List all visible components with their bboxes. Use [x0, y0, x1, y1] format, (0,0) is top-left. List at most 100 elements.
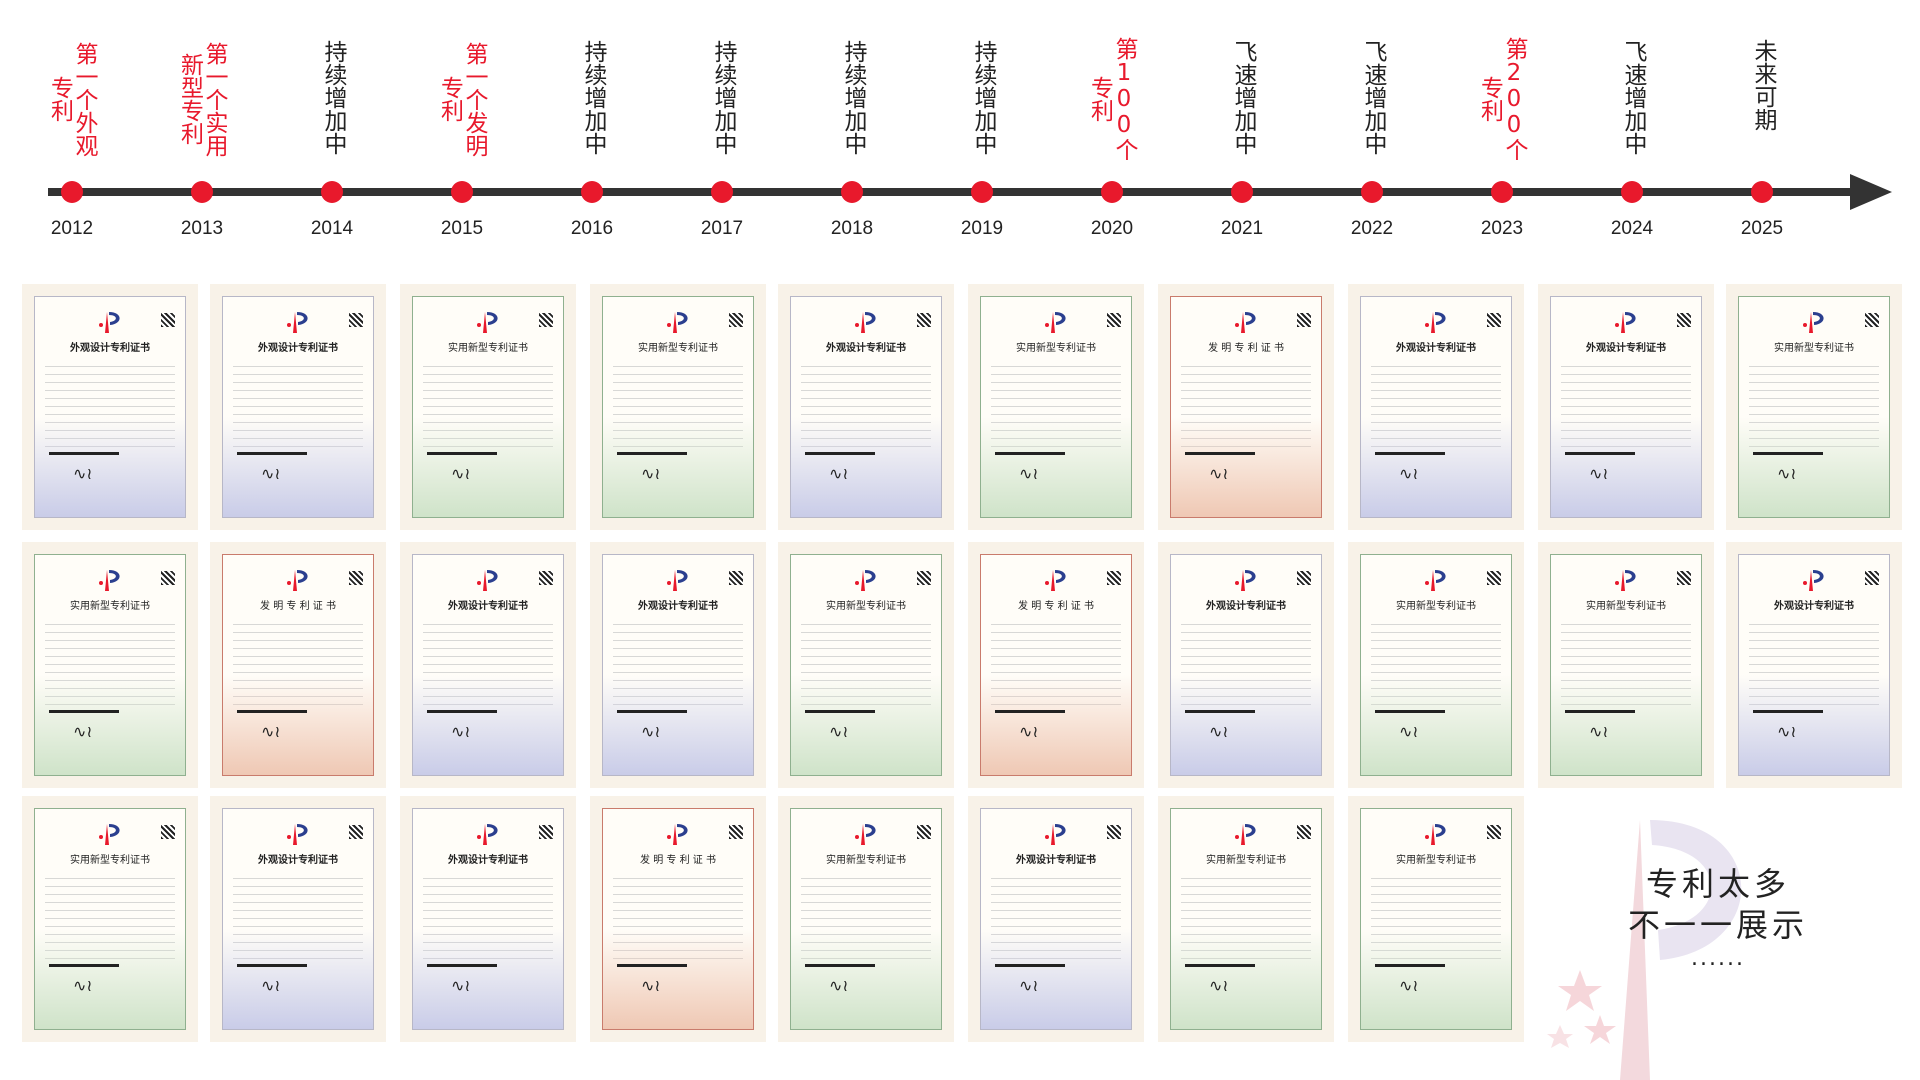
qr-code-icon: [539, 825, 553, 839]
certificate-title: 实用新型专利证书: [70, 601, 150, 612]
timeline-label-2021: 飞速增加中: [1230, 39, 1256, 155]
certificate-text-lines: [1181, 871, 1311, 961]
certificate-redaction-bar: [237, 452, 307, 455]
certificate-text-lines: [991, 359, 1121, 449]
certificate-title: 实用新型专利证书: [70, 855, 150, 866]
qr-code-icon: [1865, 571, 1879, 585]
timeline-year-2015: 2015: [440, 218, 484, 239]
cnipa-logo-icon: [1425, 312, 1446, 333]
certificate-title: 实用新型专利证书: [826, 601, 906, 612]
qr-code-icon: [1487, 313, 1501, 327]
qr-code-icon: [729, 825, 743, 839]
qr-code-icon: [1107, 313, 1121, 327]
certificate-text-lines: [801, 871, 931, 961]
patent-certificate: 实用新型专利证书 ∿≀: [1538, 542, 1714, 788]
certificate-title: 外观设计专利证书: [70, 343, 150, 354]
qr-code-icon: [161, 825, 175, 839]
certificate-text-lines: [233, 359, 363, 449]
signature-icon: ∿≀: [1589, 722, 1609, 741]
certificate-title: 外观设计专利证书: [826, 343, 906, 354]
patent-certificate: 实用新型专利证书 ∿≀: [1348, 796, 1524, 1042]
patent-certificate: 外观设计专利证书 ∿≀: [400, 542, 576, 788]
timeline-label-2023: 第200个专利: [1476, 37, 1528, 161]
cnipa-logo-icon: [855, 312, 876, 333]
certificate-text-lines: [1561, 359, 1691, 449]
certificate-title: 实用新型专利证书: [1774, 343, 1854, 354]
patent-certificate: 发 明 专 利 证 书 ∿≀: [210, 542, 386, 788]
certificate-redaction-bar: [805, 710, 875, 713]
certificate-redaction-bar: [1185, 452, 1255, 455]
qr-code-icon: [1297, 571, 1311, 585]
patent-certificate: 发 明 专 利 证 书 ∿≀: [1158, 284, 1334, 530]
timeline-label-2022: 飞速增加中: [1360, 39, 1386, 155]
patent-certificate: 外观设计专利证书 ∿≀: [1726, 542, 1902, 788]
signature-icon: ∿≀: [1777, 464, 1797, 483]
patent-certificate: 实用新型专利证书 ∿≀: [968, 284, 1144, 530]
certificate-redaction-bar: [427, 710, 497, 713]
patent-certificate: 外观设计专利证书 ∿≀: [210, 284, 386, 530]
timeline-dot-2020: [1101, 181, 1123, 203]
signature-icon: ∿≀: [641, 722, 661, 741]
timeline-label-2014: 持续增加中: [320, 39, 346, 155]
note-line-1: 专利太多: [1645, 865, 1790, 903]
certificate-title: 外观设计专利证书: [448, 601, 528, 612]
patent-certificate: 外观设计专利证书 ∿≀: [968, 796, 1144, 1042]
cnipa-logo-icon: [1803, 570, 1824, 591]
qr-code-icon: [1297, 825, 1311, 839]
certificate-title: 外观设计专利证书: [1586, 343, 1666, 354]
cnipa-logo-icon: [477, 312, 498, 333]
cnipa-logo-icon: [99, 570, 120, 591]
signature-icon: ∿≀: [451, 722, 471, 741]
signature-icon: ∿≀: [1019, 976, 1039, 995]
signature-icon: ∿≀: [73, 464, 93, 483]
cnipa-logo-icon: [1425, 570, 1446, 591]
patent-certificate: 外观设计专利证书 ∿≀: [1538, 284, 1714, 530]
cnipa-logo-icon: [1235, 824, 1256, 845]
cnipa-logo-icon: [1615, 570, 1636, 591]
cnipa-logo-icon: [667, 570, 688, 591]
signature-icon: ∿≀: [1589, 464, 1609, 483]
certificate-text-lines: [45, 617, 175, 707]
signature-icon: ∿≀: [1399, 464, 1419, 483]
qr-code-icon: [1107, 571, 1121, 585]
timeline-label-2020: 第100个专利: [1086, 37, 1138, 161]
certificate-title: 发 明 专 利 证 书: [640, 855, 716, 866]
timeline-arrow-icon: [1850, 174, 1892, 210]
signature-icon: ∿≀: [1399, 722, 1419, 741]
signature-icon: ∿≀: [641, 976, 661, 995]
certificate-redaction-bar: [427, 452, 497, 455]
signature-icon: ∿≀: [451, 976, 471, 995]
certificate-redaction-bar: [805, 452, 875, 455]
certificate-redaction-bar: [1185, 710, 1255, 713]
certificate-redaction-bar: [617, 710, 687, 713]
cnipa-logo-icon: [1235, 570, 1256, 591]
timeline-dot-2018: [841, 181, 863, 203]
certificate-title: 实用新型专利证书: [1396, 855, 1476, 866]
cnipa-logo-icon: [287, 570, 308, 591]
signature-icon: ∿≀: [1209, 722, 1229, 741]
timeline-label-2025: 未来可期: [1750, 39, 1776, 131]
certificate-redaction-bar: [49, 452, 119, 455]
qr-code-icon: [349, 571, 363, 585]
timeline-year-2021: 2021: [1220, 218, 1264, 239]
certificate-text-lines: [45, 359, 175, 449]
certificate-title: 外观设计专利证书: [1206, 601, 1286, 612]
cnipa-logo-icon: [1045, 824, 1066, 845]
certificate-redaction-bar: [617, 964, 687, 967]
note-line-2: 不一一展示: [1627, 906, 1808, 944]
signature-icon: ∿≀: [1019, 722, 1039, 741]
cnipa-logo-icon: [667, 312, 688, 333]
cnipa-logo-icon: [855, 570, 876, 591]
signature-icon: ∿≀: [73, 976, 93, 995]
certificate-redaction-bar: [1375, 964, 1445, 967]
signature-icon: ∿≀: [1777, 722, 1797, 741]
patent-certificate: 实用新型专利证书 ∿≀: [778, 796, 954, 1042]
note-ellipsis: ......: [1691, 946, 1745, 971]
certificate-text-lines: [613, 871, 743, 961]
certificate-redaction-bar: [995, 452, 1065, 455]
certificate-redaction-bar: [49, 964, 119, 967]
qr-code-icon: [917, 825, 931, 839]
timeline-dot-2025: [1751, 181, 1773, 203]
certificate-text-lines: [801, 617, 931, 707]
timeline-label-2024: 飞速增加中: [1620, 39, 1646, 155]
